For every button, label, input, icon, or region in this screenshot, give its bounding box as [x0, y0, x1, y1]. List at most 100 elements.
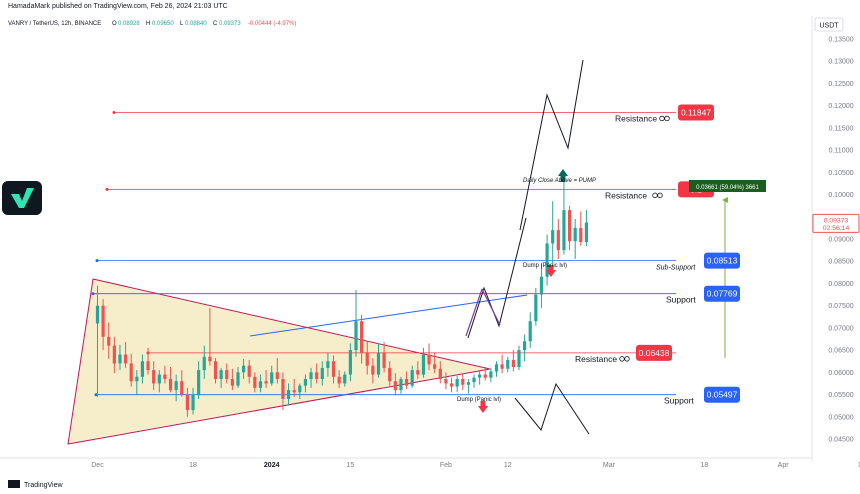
candle-body	[360, 321, 364, 353]
countdown-timer: 02:56:14	[823, 225, 850, 232]
candle-body	[258, 381, 263, 388]
price-chart[interactable]: Daily Close Above = PUMP Dump (Panic lvl)…	[0, 16, 860, 494]
level-price-label: 0.07769	[707, 289, 738, 299]
candle-body	[286, 390, 291, 399]
level-text: Support	[664, 396, 694, 406]
candle-body	[365, 352, 369, 366]
candle-body	[208, 356, 212, 362]
candle-body	[523, 341, 527, 351]
candle-body	[146, 361, 150, 371]
candle-body	[118, 354, 122, 364]
price-axis	[812, 16, 860, 462]
candle-body	[112, 345, 116, 364]
candle-body	[466, 382, 470, 385]
x-tick-label: Feb	[440, 462, 452, 469]
candle-body	[421, 354, 426, 375]
triangle-pattern	[67, 278, 491, 445]
candle-body	[404, 379, 409, 386]
legend-text: -0.00444 (-4.97%)	[248, 21, 296, 27]
candle-body	[180, 381, 184, 395]
legend-text: H	[146, 21, 150, 27]
author-logo	[2, 181, 42, 215]
candle-body	[331, 361, 336, 377]
candle-body	[298, 385, 302, 393]
candle-body	[517, 350, 521, 367]
candle-body	[292, 390, 296, 393]
candle-body	[427, 354, 431, 365]
candle-body	[309, 372, 313, 379]
y-tick-label: 0.08000	[828, 281, 853, 288]
projection-path-up	[519, 59, 584, 231]
candle-body	[348, 350, 352, 375]
candle-body	[534, 294, 538, 322]
candle-body	[556, 230, 560, 251]
candle-body	[107, 336, 111, 346]
candle-body	[191, 394, 195, 411]
candle-body	[511, 359, 515, 367]
candle-body	[185, 394, 189, 411]
y-tick-label: 0.13500	[828, 37, 853, 44]
legend-text: 0.08840	[185, 21, 207, 27]
candle-body	[455, 379, 459, 387]
x-tick-label: 18	[189, 462, 197, 469]
level-anchor-dot	[112, 110, 116, 114]
y-tick-label: 0.12500	[828, 81, 853, 88]
candle-body	[388, 367, 392, 382]
measure-tooltip-text: 0.03661 (59.04%) 3661	[696, 185, 759, 191]
level-price-label: 0.06438	[639, 348, 670, 358]
candle-body	[528, 321, 532, 342]
projection-path-dump	[514, 382, 590, 435]
candle-body	[343, 374, 347, 384]
candle-body	[399, 379, 403, 391]
level-price-badge	[704, 252, 740, 269]
eyes-icon	[659, 115, 665, 122]
y-tick-label: 0.13000	[828, 59, 853, 66]
candle-body	[545, 243, 549, 277]
candle-body	[152, 370, 156, 384]
eyes-icon	[652, 192, 658, 199]
level-text: Resistance	[605, 190, 647, 200]
y-tick-label: 0.07500	[828, 303, 853, 310]
candle-body	[275, 372, 279, 379]
candle-body	[219, 370, 223, 379]
pump-annotation: Daily Close Above = PUMP	[523, 178, 596, 184]
candle-body	[562, 210, 566, 251]
candle-body	[253, 376, 257, 388]
y-tick-label: 0.11000	[829, 148, 854, 155]
candle-body	[573, 227, 577, 242]
legend-text: 0.09373	[219, 21, 241, 27]
level-price-badge	[636, 344, 672, 361]
candle-body	[506, 359, 510, 369]
dump-arrow-icon	[478, 401, 488, 413]
purple-leg-down	[481, 288, 501, 326]
candle-body	[371, 365, 375, 375]
candle-body	[281, 379, 285, 399]
candle-body	[202, 356, 206, 371]
candle-body	[382, 352, 386, 368]
candle-body	[315, 372, 319, 379]
candle-body	[270, 372, 274, 384]
candle-body	[95, 305, 100, 324]
level-text: Resistance	[575, 354, 617, 364]
tradingview-logo-icon	[8, 480, 20, 488]
x-tick-label: 18	[701, 462, 709, 469]
y-tick-label: 0.05000	[828, 414, 853, 421]
candle-body	[326, 361, 330, 368]
candle-body	[264, 381, 268, 384]
dump-annotation: Dump (Panic lvl)	[523, 263, 567, 269]
trendline	[249, 294, 528, 337]
purple-leg-up	[465, 288, 483, 337]
candle-body	[483, 374, 487, 378]
level-text: Support	[666, 295, 696, 305]
candle-body	[168, 379, 173, 391]
current-price-badge	[812, 213, 860, 233]
candle-body	[489, 371, 493, 378]
level-anchor-dot	[95, 259, 99, 263]
candle-body	[230, 379, 234, 386]
footer-brand: TradingView	[24, 482, 63, 489]
y-tick-label: 0.09000	[828, 237, 853, 244]
candle-body	[163, 374, 167, 379]
candle-body	[500, 364, 504, 369]
candle-body	[449, 383, 454, 387]
y-tick-label: 0.06500	[828, 348, 853, 355]
